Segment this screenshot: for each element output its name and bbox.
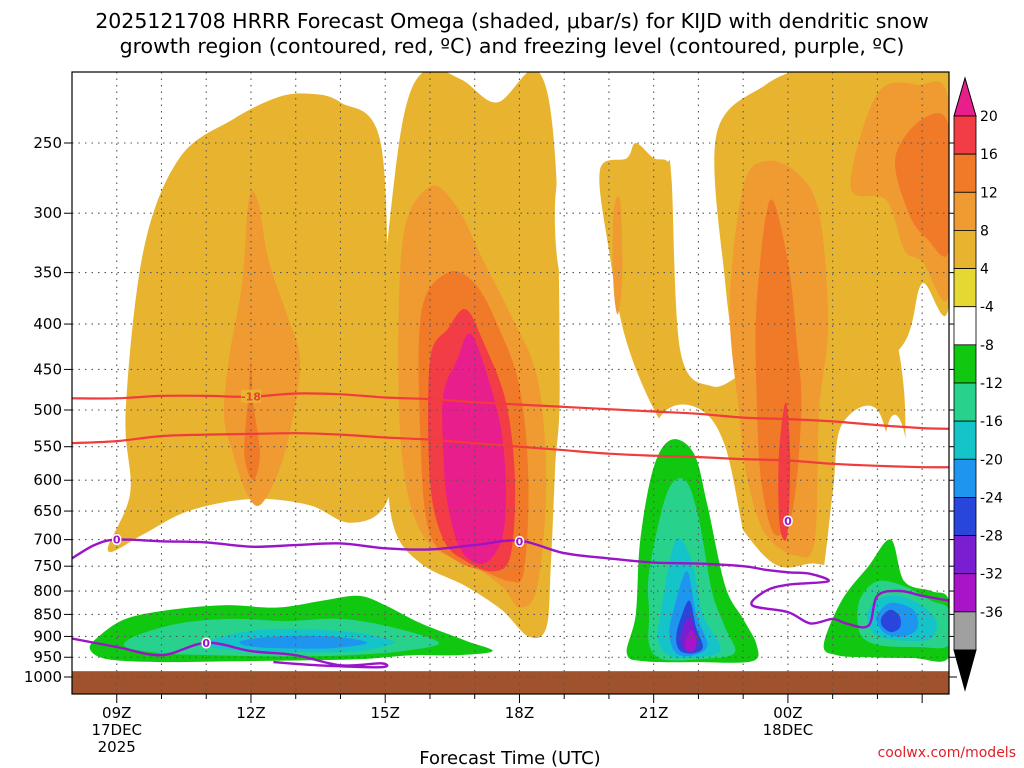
contour-lines: -18 0 0 0 0: [72, 389, 949, 669]
colorbar-bin-3: [953, 230, 977, 269]
colorbar-bin-9: [953, 458, 977, 498]
colorbar-label-9: -20: [980, 452, 1003, 468]
ytick-label-300: 300: [33, 204, 62, 222]
ytick-label-400: 400: [33, 315, 62, 333]
omega-region-upper-yellow-right: [599, 143, 906, 569]
omega-region-orange-far-right: [895, 113, 949, 257]
colorbar-label-13: -36: [980, 605, 1003, 621]
colorbar-bin-12: [953, 573, 977, 613]
chart-title: 2025121708 HRRR Forecast Omega (shaded, …: [95, 9, 929, 58]
ytick-label-700: 700: [33, 531, 62, 549]
plot-frame: [71, 71, 950, 695]
colorbar-label-4: 4: [980, 262, 989, 278]
colorbar-bin-10: [953, 497, 977, 536]
xtick-label-9-0: 18Z: [505, 704, 534, 722]
xtick-label-15-0: 00Z: [773, 704, 802, 722]
colorbar-label-6: -8: [980, 338, 994, 354]
omega-region-orange-20Z-sliver: [612, 196, 623, 315]
credit-text: coolwx.com/models: [878, 745, 1016, 761]
xtick-label-15-1: 18DEC: [763, 721, 814, 739]
colorbar-bin-5: [953, 306, 977, 346]
xtick-label-0-2: 2025: [98, 738, 136, 756]
freezing-level-0C-label-3: 0: [784, 515, 792, 528]
colorbar-label-7: -12: [980, 376, 1003, 392]
colorbar-bin-4: [953, 268, 977, 308]
dgz-minus18: [72, 392, 949, 430]
colorbar-bin-6: [953, 344, 977, 384]
freezing-level-0C-label-2: 0: [516, 535, 524, 548]
colorbar-label-10: -24: [980, 490, 1003, 506]
colorbar-top-triangle: [953, 76, 977, 117]
ytick-label-800: 800: [33, 582, 62, 600]
colorbar-label-11: -28: [980, 529, 1003, 545]
ytick-label-500: 500: [33, 401, 62, 419]
ytick-label-600: 600: [33, 471, 62, 489]
title-line-1: 2025121708 HRRR Forecast Omega (shaded, …: [95, 9, 929, 33]
dgz-minus18-label: -18: [241, 391, 261, 404]
omega-region-gray-right: [685, 629, 697, 653]
colorbar-bin-2: [953, 191, 977, 231]
dgz-minus12: [72, 432, 949, 469]
surface-ground: [72, 671, 949, 694]
colorbar-label-5: -4: [980, 300, 994, 316]
colorbar: 20 16 12 8 4 -4 -8 -12 -16 -20 -24 -28 -32 -36: [953, 76, 1003, 692]
x-axis-title: Forecast Time (UTC): [419, 748, 600, 768]
omega-region-violet-far-right: [880, 609, 901, 633]
xtick-label-6-0: 15Z: [371, 704, 400, 722]
freezing-level-0C: [72, 538, 949, 629]
ytick-label-450: 450: [33, 360, 62, 378]
omega-shading: [80, 72, 949, 668]
freezing-level-0C-label-1: 0: [202, 637, 210, 650]
y-axis: 250 300 350 400 450 500 550 600 650 700 750 800 850 9…: [24, 134, 957, 686]
title-line-2: growth region (contoured, red, ºC) and f…: [120, 34, 905, 58]
ytick-label-550: 550: [33, 438, 62, 456]
xtick-label-12-0: 21Z: [639, 704, 668, 722]
ytick-label-850: 850: [33, 605, 62, 623]
colorbar-label-1: 16: [980, 147, 998, 163]
ytick-label-650: 650: [33, 502, 62, 520]
colorbar-label-8: -16: [980, 414, 1003, 430]
xtick-label-3-0: 12Z: [236, 704, 265, 722]
freezing-level-0C-lower: [72, 637, 389, 669]
omega-region-magenta-center: [442, 333, 506, 564]
ytick-label-250: 250: [33, 134, 62, 152]
freezing-level-0C-label-0: 0: [113, 534, 121, 547]
omega-region-red-right: [778, 402, 791, 541]
colorbar-bin-8: [953, 420, 977, 460]
omega-region-orange-left-12Z: [223, 191, 301, 506]
colorbar-label-2: 12: [980, 185, 998, 201]
ytick-label-950: 950: [33, 648, 62, 666]
omega-region-green-19Z: [554, 140, 572, 285]
colorbar-label-3: 8: [980, 223, 989, 239]
colorbar-bin-1: [953, 153, 977, 193]
colorbar-bin-7: [953, 382, 977, 422]
omega-region-darkblue-low-left: [239, 635, 368, 649]
colorbar-bin-13: [953, 611, 977, 651]
xtick-label-0-0: 09Z: [102, 704, 131, 722]
dgz-minus18-label-bg: [240, 389, 261, 403]
ytick-label-350: 350: [33, 264, 62, 282]
xtick-label-0-1: 17DEC: [91, 721, 142, 739]
omega-region-orange-12Z-core: [244, 360, 260, 481]
colorbar-bin-0: [953, 115, 977, 155]
ytick-label-900: 900: [33, 627, 62, 645]
surface-layer: [72, 671, 949, 694]
ytick-label-1000: 1000: [24, 668, 62, 686]
colorbar-label-12: -32: [980, 567, 1003, 583]
colorbar-bottom-triangle: [953, 649, 977, 692]
colorbar-label-0: 20: [980, 109, 998, 125]
colorbar-bin-11: [953, 535, 977, 575]
ytick-label-750: 750: [33, 557, 62, 575]
